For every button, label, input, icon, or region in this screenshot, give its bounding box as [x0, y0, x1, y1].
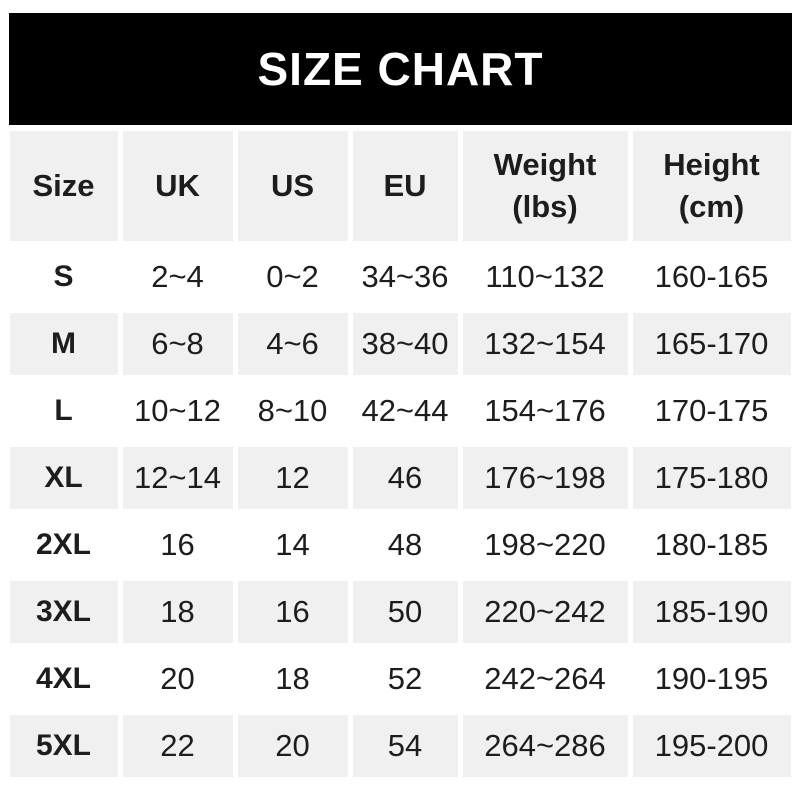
column-header-uk: UK [122, 131, 233, 241]
height-value: 185-190 [632, 581, 791, 643]
page-title: SIZE CHART [257, 43, 544, 95]
size-label: M [9, 313, 118, 375]
height-value: 165-170 [632, 313, 791, 375]
uk-value: 2~4 [122, 246, 233, 308]
uk-value: 12~14 [122, 447, 233, 509]
table-row-5xl: 5XL 22 20 54 264~286 195-200 [9, 715, 791, 777]
size-label: S [9, 246, 118, 308]
size-label: 2XL [9, 514, 118, 576]
column-header-weight: Weight (lbs) [462, 131, 628, 241]
size-label: 5XL [9, 715, 118, 777]
height-value: 190-195 [632, 648, 791, 710]
us-value: 0~2 [237, 246, 348, 308]
us-value: 4~6 [237, 313, 348, 375]
column-header-us: US [237, 131, 348, 241]
weight-value: 132~154 [462, 313, 628, 375]
table-row-s: S 2~4 0~2 34~36 110~132 160-165 [9, 246, 791, 308]
height-value: 180-185 [632, 514, 791, 576]
height-value: 195-200 [632, 715, 791, 777]
us-value: 14 [237, 514, 348, 576]
us-value: 16 [237, 581, 348, 643]
eu-value: 34~36 [352, 246, 458, 308]
height-value: 160-165 [632, 246, 791, 308]
weight-value: 220~242 [462, 581, 628, 643]
weight-value: 176~198 [462, 447, 628, 509]
column-header-eu: EU [352, 131, 458, 241]
eu-value: 54 [352, 715, 458, 777]
eu-value: 50 [352, 581, 458, 643]
height-value: 170-175 [632, 380, 791, 442]
column-header-size: Size [9, 131, 118, 241]
table-row-l: L 10~12 8~10 42~44 154~176 170-175 [9, 380, 791, 442]
table-row-3xl: 3XL 18 16 50 220~242 185-190 [9, 581, 791, 643]
table-row-xl: XL 12~14 12 46 176~198 175-180 [9, 447, 791, 509]
us-value: 20 [237, 715, 348, 777]
size-label: 4XL [9, 648, 118, 710]
uk-value: 18 [122, 581, 233, 643]
size-label: 3XL [9, 581, 118, 643]
uk-value: 22 [122, 715, 233, 777]
eu-value: 46 [352, 447, 458, 509]
eu-value: 42~44 [352, 380, 458, 442]
weight-value: 110~132 [462, 246, 628, 308]
uk-value: 16 [122, 514, 233, 576]
weight-value: 242~264 [462, 648, 628, 710]
size-chart-table: Size UK US EU Weight (lbs) Height (cm) S… [5, 126, 796, 782]
eu-value: 52 [352, 648, 458, 710]
height-value: 175-180 [632, 447, 791, 509]
eu-value: 48 [352, 514, 458, 576]
us-value: 8~10 [237, 380, 348, 442]
table-row-2xl: 2XL 16 14 48 198~220 180-185 [9, 514, 791, 576]
weight-value: 154~176 [462, 380, 628, 442]
size-label: L [9, 380, 118, 442]
us-value: 18 [237, 648, 348, 710]
table-header-row: Size UK US EU Weight (lbs) Height (cm) [9, 131, 791, 241]
column-header-height: Height (cm) [632, 131, 791, 241]
eu-value: 38~40 [352, 313, 458, 375]
weight-value: 264~286 [462, 715, 628, 777]
size-label: XL [9, 447, 118, 509]
table-row-4xl: 4XL 20 18 52 242~264 190-195 [9, 648, 791, 710]
uk-value: 6~8 [122, 313, 233, 375]
us-value: 12 [237, 447, 348, 509]
weight-value: 198~220 [462, 514, 628, 576]
size-chart-banner: SIZE CHART [9, 13, 792, 125]
uk-value: 10~12 [122, 380, 233, 442]
table-row-m: M 6~8 4~6 38~40 132~154 165-170 [9, 313, 791, 375]
uk-value: 20 [122, 648, 233, 710]
